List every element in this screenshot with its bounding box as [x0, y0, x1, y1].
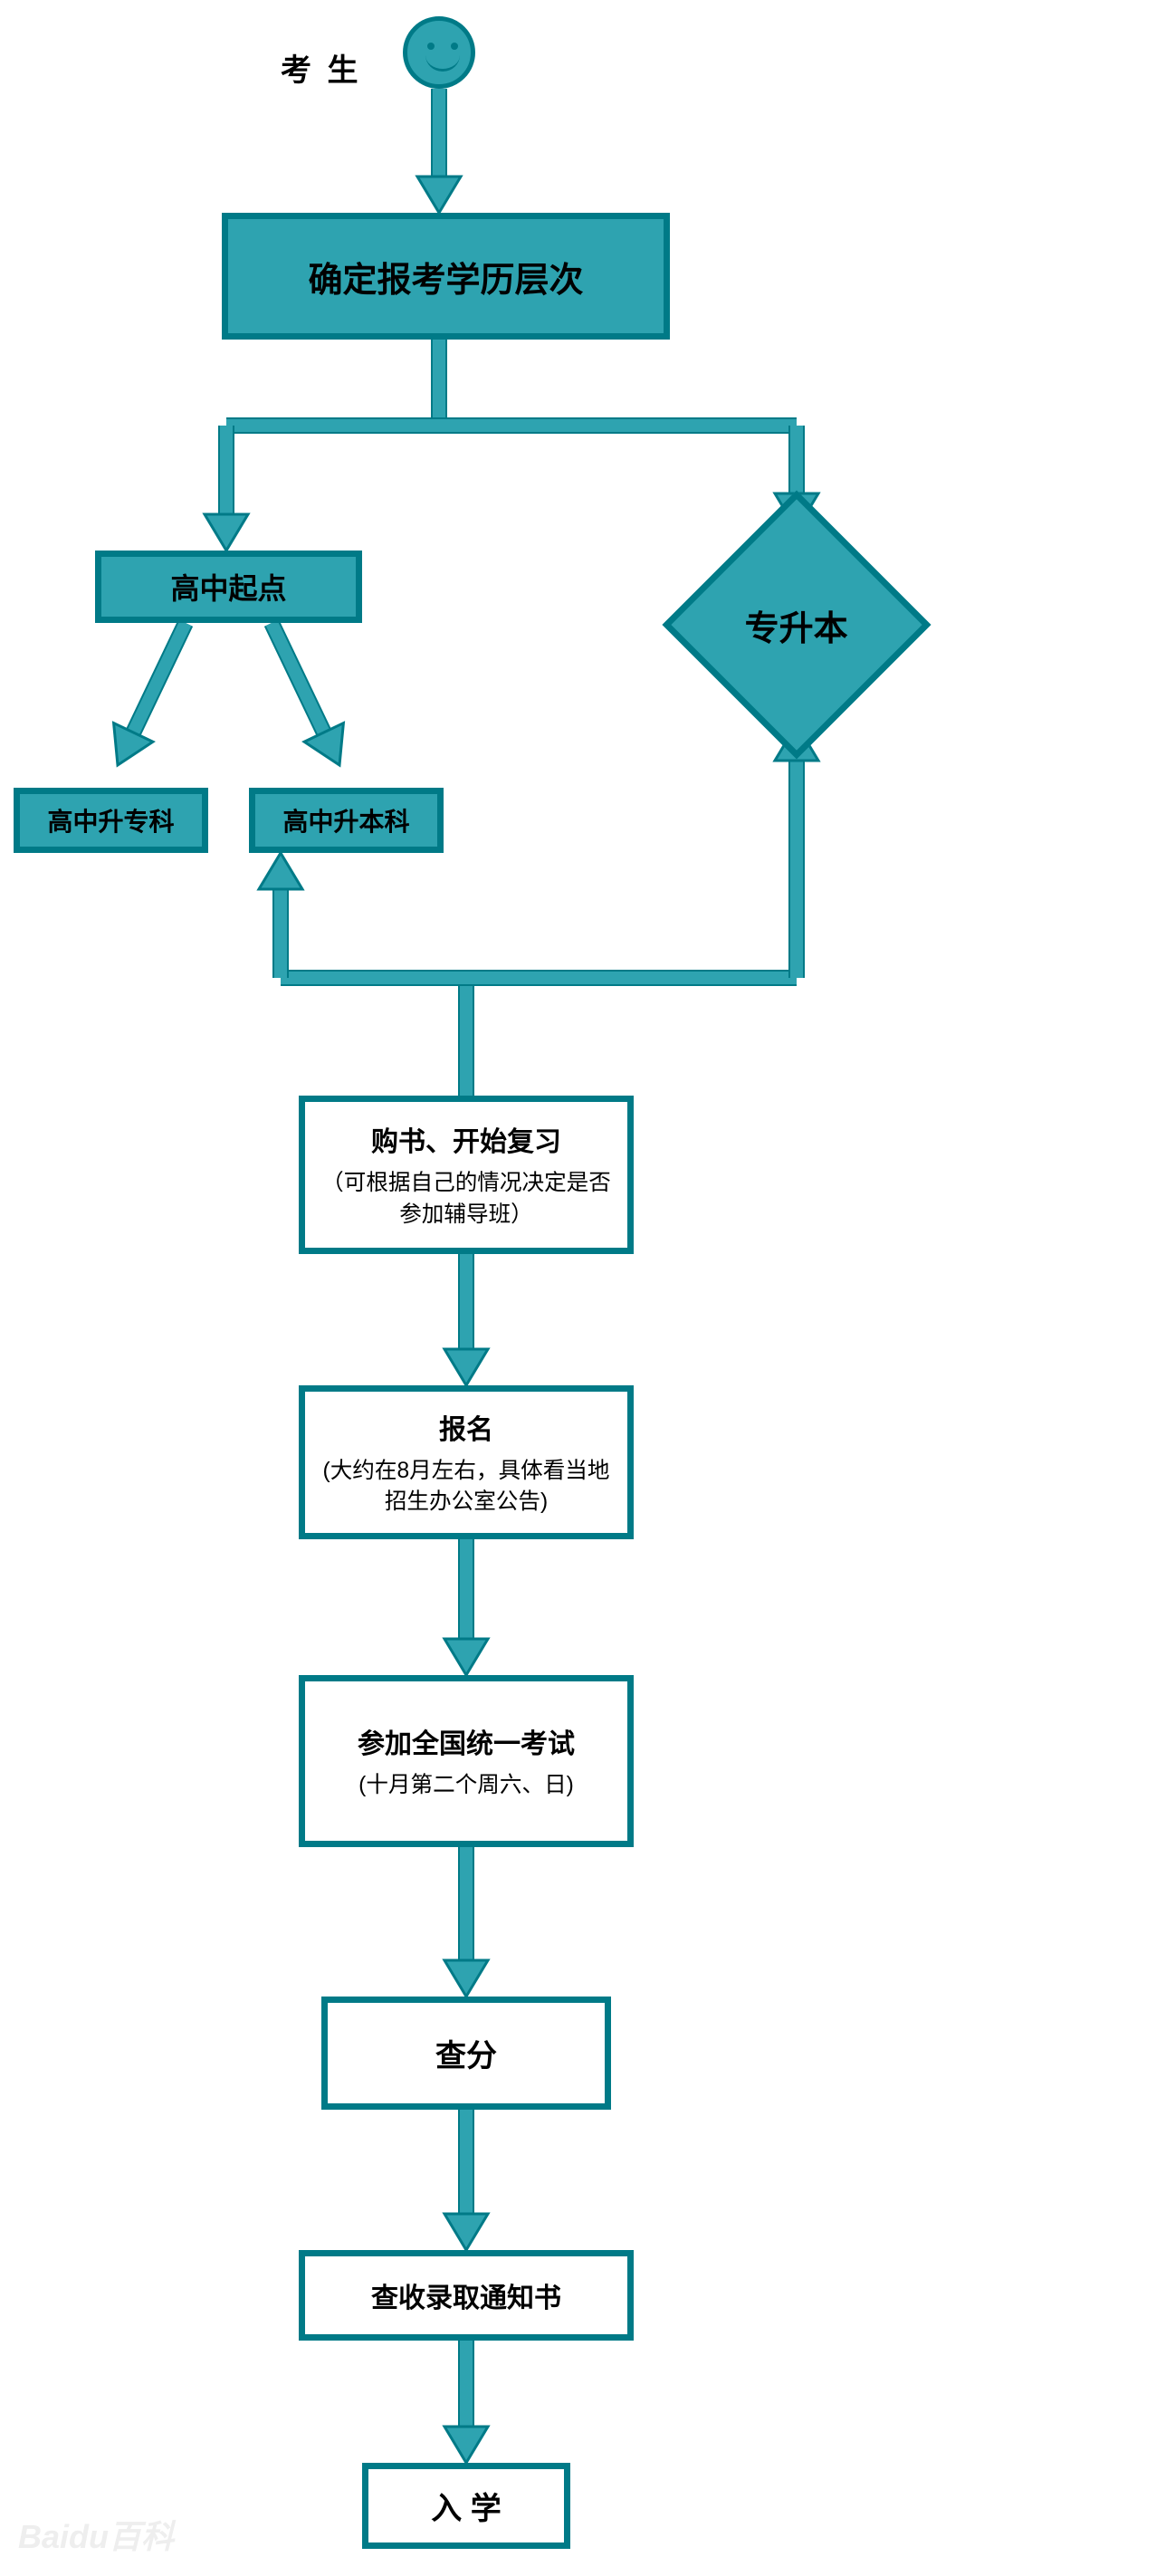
node-text: 专升本 — [745, 599, 848, 649]
node-title: 参加全国统一考试 — [358, 1721, 575, 1761]
node-sub: (大约在8月左右，具体看当地招生办公室公告) — [319, 1456, 614, 1518]
node-text: 高中升专科 — [47, 802, 174, 838]
node-text: 高中起点 — [170, 566, 286, 608]
node-title: 查分 — [435, 2031, 497, 2075]
node-admission-notice: 查收录取通知书 — [299, 2250, 634, 2341]
node-title: 查收录取通知书 — [371, 2275, 561, 2315]
node-text: 确定报考学历层次 — [308, 252, 583, 302]
node-check-score: 查分 — [321, 1997, 611, 2110]
node-signup: 报名 (大约在8月左右，具体看当地招生办公室公告) — [299, 1385, 634, 1539]
node-title: 购书、开始复习 — [371, 1119, 561, 1159]
node-buy-books: 购书、开始复习 （可根据自己的情况决定是否参加辅导班） — [299, 1096, 634, 1254]
node-hs-to-bachelor: 高中升本科 — [249, 788, 444, 853]
node-determine-level: 确定报考学历层次 — [222, 213, 670, 340]
node-text: 高中升本科 — [282, 802, 409, 838]
node-enroll: 入 学 — [362, 2463, 570, 2549]
node-title: 入 学 — [431, 2484, 501, 2528]
arrows-layer — [0, 0, 1156, 2576]
node-sub: (十月第二个周六、日) — [358, 1770, 574, 1801]
node-hs-to-college: 高中升专科 — [14, 788, 208, 853]
watermark: Baidu百科 — [18, 2511, 174, 2558]
node-title: 报名 — [439, 1407, 493, 1447]
node-exam: 参加全国统一考试 (十月第二个周六、日) — [299, 1675, 634, 1847]
node-sub: （可根据自己的情况决定是否参加辅导班） — [319, 1168, 614, 1231]
flowchart-canvas: 考 生 确定报考学历层次 高中起点 专升本 高中升专科 高中升本科 购书、开始复… — [0, 0, 1156, 2576]
node-highschool-start: 高中起点 — [95, 551, 362, 623]
